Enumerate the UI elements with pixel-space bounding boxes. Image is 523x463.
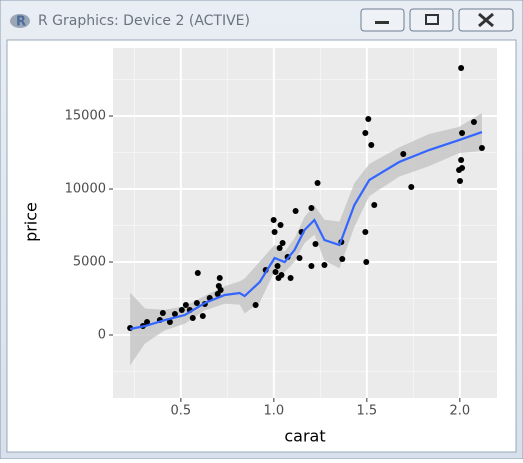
point: [216, 275, 223, 282]
minimize-button[interactable]: [360, 8, 405, 32]
point: [365, 116, 372, 123]
point: [279, 240, 286, 247]
point: [193, 300, 200, 307]
point: [178, 307, 185, 314]
close-button[interactable]: [458, 8, 514, 32]
point: [296, 255, 303, 262]
maximize-button[interactable]: [409, 8, 454, 32]
point: [182, 302, 189, 309]
point: [144, 319, 151, 326]
point: [456, 178, 463, 185]
point: [159, 310, 166, 317]
point: [287, 275, 294, 282]
point: [478, 145, 485, 152]
confidence-band: [130, 113, 482, 366]
point: [274, 263, 281, 270]
x-tick-label: 1.5: [356, 404, 377, 419]
plot: 0.5 1.0 1.5 2.0 0 5000 10000 15000: [65, 48, 497, 419]
point: [252, 302, 259, 309]
point: [312, 241, 319, 248]
point: [458, 157, 465, 164]
point: [308, 263, 315, 270]
point: [368, 142, 375, 149]
point: [458, 65, 465, 72]
point: [194, 270, 201, 277]
point: [275, 275, 282, 282]
x-tick-label: 2.0: [449, 404, 470, 419]
point: [308, 205, 315, 212]
point: [371, 202, 378, 209]
window-title: R Graphics: Device 2 (ACTIVE): [38, 13, 250, 29]
point: [189, 315, 196, 322]
point: [271, 229, 278, 236]
point: [166, 319, 173, 326]
point: [314, 180, 321, 187]
point: [199, 313, 206, 320]
point: [408, 184, 415, 191]
point: [321, 262, 328, 269]
y-tick-label: 10000: [65, 182, 106, 197]
y-tick-label: 0: [98, 328, 106, 343]
point: [362, 130, 369, 137]
point: [272, 269, 279, 276]
y-tick-label: 15000: [65, 109, 106, 124]
x-tick-label: 1.0: [264, 404, 285, 419]
point: [362, 229, 369, 236]
app-icon: R: [10, 14, 30, 30]
y-tick-label: 5000: [73, 255, 106, 270]
point: [270, 217, 277, 224]
point: [277, 222, 284, 229]
point: [292, 208, 299, 215]
point: [217, 287, 224, 294]
point: [456, 167, 463, 174]
smooth-line: [129, 130, 483, 331]
point: [400, 151, 407, 158]
x-tick-label: 0.5: [171, 404, 192, 419]
point: [339, 256, 346, 263]
point: [470, 119, 477, 126]
point: [363, 259, 370, 266]
x-axis-title: carat: [284, 427, 325, 446]
point: [459, 130, 466, 137]
point: [171, 311, 178, 318]
point: [276, 245, 283, 252]
svg-text:R: R: [16, 15, 26, 30]
y-axis-title: price: [22, 202, 41, 242]
